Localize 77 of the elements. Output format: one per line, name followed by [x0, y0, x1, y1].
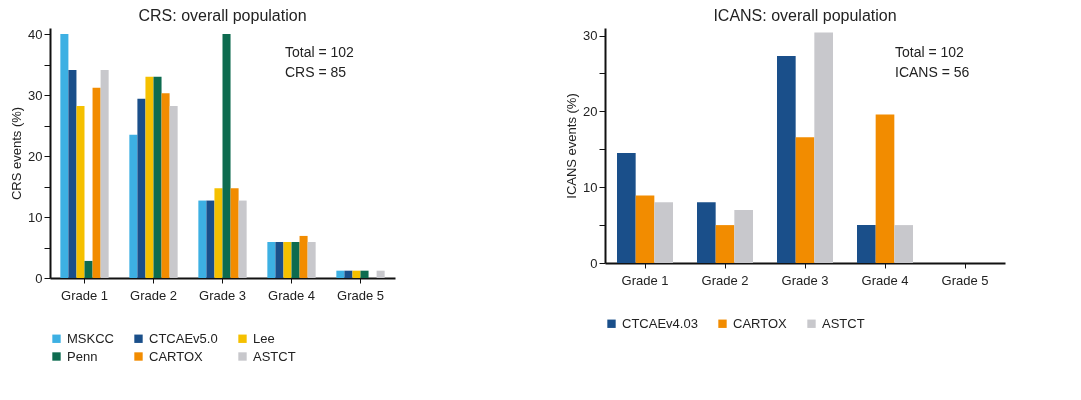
x-tick-label: Grade 2 [701, 272, 749, 288]
x-tick-label: Grade 1 [61, 287, 108, 303]
y-tick-label: 0 [590, 255, 598, 271]
bar [299, 235, 308, 278]
x-tick-label: Grade 3 [781, 272, 829, 288]
legend-label: MSKCC [67, 330, 114, 346]
x-tick-label: Grade 4 [861, 272, 909, 288]
bar [795, 137, 815, 263]
x-tick-label: Grade 1 [621, 272, 669, 288]
x-tick-label: Grade 5 [337, 287, 384, 303]
bar [68, 70, 77, 278]
bar [814, 32, 833, 263]
bar [222, 34, 231, 278]
legend-label: ASTCT [822, 315, 865, 331]
bar [60, 34, 69, 278]
bar [92, 87, 101, 278]
bar [894, 225, 913, 263]
bar [283, 242, 292, 278]
y-axis-title: CRS events (%) [9, 106, 25, 201]
bar [307, 242, 316, 278]
bar [857, 225, 876, 263]
annotation: Total = 102 [895, 44, 965, 60]
annotation: CRS = 85 [285, 64, 347, 80]
legend-label: ASTCT [253, 348, 296, 364]
bar [777, 56, 796, 263]
bar [206, 200, 215, 278]
y-axis-title: ICANS events (%) [564, 93, 580, 199]
bar [137, 98, 146, 278]
bar [875, 114, 895, 263]
y-tick-label: 30 [583, 28, 598, 44]
bar [376, 270, 385, 278]
bar [635, 195, 655, 263]
y-tick-label: 20 [583, 103, 598, 119]
bar [76, 106, 85, 278]
y-tick-label: 0 [35, 270, 43, 286]
bar [100, 70, 109, 278]
x-tick-label: Grade 4 [268, 287, 315, 303]
bar [734, 209, 753, 263]
annotation: Total = 102 [285, 44, 355, 60]
bar [84, 260, 93, 278]
bar [230, 188, 239, 278]
bar [153, 76, 162, 278]
legend-label: CARTOX [149, 348, 204, 364]
bar [169, 106, 178, 278]
bar [344, 270, 353, 278]
chart-title: ICANS: overall population [713, 7, 897, 24]
legend-label: CTCAEv4.03 [622, 315, 698, 331]
bar [129, 134, 138, 278]
bar [198, 200, 207, 278]
chart-title: CRS: overall population [138, 7, 307, 24]
bar [654, 202, 673, 263]
y-tick-label: 10 [583, 179, 598, 195]
bar [275, 242, 284, 278]
bar [145, 76, 154, 278]
legend-label: CTCAEv5.0 [149, 330, 218, 346]
y-tick-label: 30 [28, 87, 43, 103]
bar [267, 242, 276, 278]
legend-label: Lee [253, 330, 275, 346]
bar [697, 202, 716, 263]
bar [214, 188, 223, 278]
y-tick-label: 10 [28, 209, 43, 225]
x-tick-label: Grade 5 [941, 272, 989, 288]
y-tick-label: 20 [28, 148, 43, 164]
bar [617, 153, 636, 263]
legend-label: CARTOX [733, 315, 788, 331]
legend-label: Penn [67, 348, 98, 364]
bar [161, 93, 170, 278]
annotation: ICANS = 56 [895, 64, 970, 80]
x-tick-label: Grade 2 [130, 287, 177, 303]
x-tick-label: Grade 3 [199, 287, 246, 303]
bar [238, 200, 247, 278]
bar [336, 270, 345, 278]
bar [715, 225, 735, 263]
y-tick-label: 40 [28, 26, 43, 42]
bar [291, 242, 300, 278]
bar [360, 270, 369, 278]
bar [352, 270, 361, 278]
